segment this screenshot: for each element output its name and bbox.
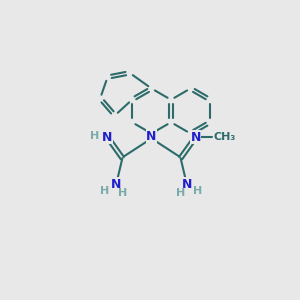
Text: N: N bbox=[102, 130, 112, 144]
Text: H: H bbox=[194, 186, 202, 196]
Text: N: N bbox=[182, 178, 192, 191]
Text: H: H bbox=[100, 186, 109, 196]
Text: CH₃: CH₃ bbox=[214, 132, 236, 142]
Text: H: H bbox=[118, 188, 127, 199]
Text: N: N bbox=[146, 130, 157, 143]
Text: H: H bbox=[176, 188, 185, 199]
Text: H: H bbox=[90, 131, 99, 141]
Text: N: N bbox=[190, 130, 201, 144]
Text: N: N bbox=[111, 178, 122, 191]
